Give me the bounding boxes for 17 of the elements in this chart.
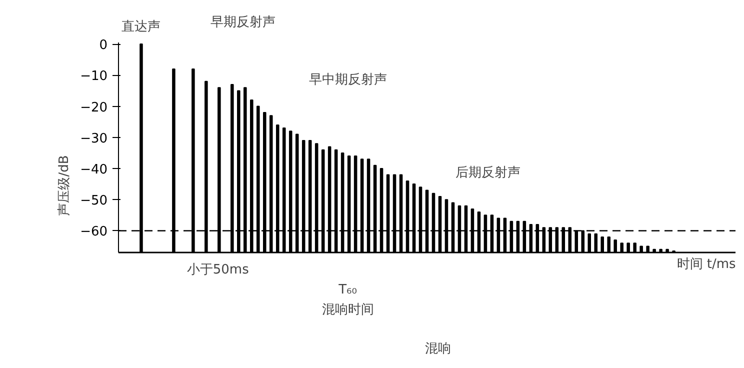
text: 早期反射声 xyxy=(210,14,276,30)
y-tick-label: −30 xyxy=(80,131,108,146)
annotation: 早中期反射声 xyxy=(308,72,387,88)
y-tick-label: −60 xyxy=(80,224,108,240)
y-tick-label: −40 xyxy=(80,162,108,178)
text: 混响 xyxy=(425,341,452,356)
text: 混响时间 xyxy=(322,302,374,318)
y-tick-label: −50 xyxy=(80,194,108,209)
y-axis-title: 声压级/dB xyxy=(57,155,72,216)
text: T₆₀ xyxy=(338,282,357,298)
y-tick-label: 0 xyxy=(99,38,108,54)
text: 小于50ms xyxy=(186,262,250,278)
y-tick-label: −10 xyxy=(80,69,108,84)
x-axis-title: 时间 t/ms xyxy=(676,257,736,272)
text: 直达声 xyxy=(122,19,161,34)
y-tick-label: −20 xyxy=(80,100,108,116)
annotation: 后期反射声 xyxy=(456,166,521,181)
